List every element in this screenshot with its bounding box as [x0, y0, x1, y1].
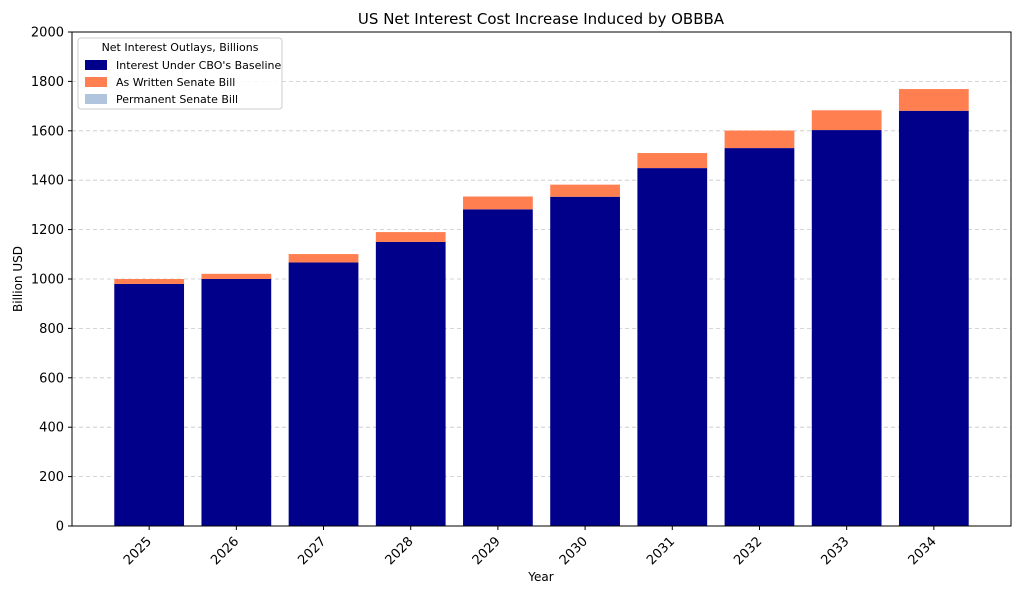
bar-segment	[637, 153, 708, 169]
y-tick-label: 400	[39, 421, 64, 436]
x-tick-label: 2027	[295, 534, 329, 568]
y-tick-label: 1200	[31, 223, 64, 238]
y-axis-title: Billion USD	[11, 246, 25, 312]
bar-segment	[114, 279, 185, 284]
y-tick-label: 0	[56, 520, 64, 535]
y-tick-label: 800	[39, 322, 64, 337]
bar-segment	[463, 209, 533, 526]
bar-segment	[375, 232, 446, 242]
bar-segment	[375, 241, 446, 526]
bar-segment	[898, 89, 969, 111]
legend: Net Interest Outlays, Billions Interest …	[77, 37, 283, 110]
bar-segment	[550, 184, 620, 197]
x-tick-label: 2030	[557, 534, 591, 568]
chart-title: US Net Interest Cost Increase Induced by…	[358, 10, 725, 28]
y-tick-label: 600	[39, 371, 64, 386]
legend-items: Interest Under CBO's Baseline As Written …	[85, 59, 281, 106]
x-tick-label: 2033	[818, 534, 852, 568]
x-tick-label: 2028	[383, 534, 417, 568]
bar-segment	[114, 283, 185, 526]
bar-segment	[724, 130, 795, 149]
bar-segment	[898, 110, 969, 526]
bar-segment	[201, 279, 272, 526]
bar-segment	[288, 254, 359, 263]
x-tick-label: 2032	[731, 534, 765, 568]
x-tick-label: 2029	[470, 534, 504, 568]
bar-segment	[811, 110, 882, 131]
bar-segment	[463, 196, 533, 210]
y-tick-label: 2000	[31, 26, 64, 41]
legend-label: Permanent Senate Bill	[116, 93, 238, 106]
x-tick-label: 2034	[906, 534, 940, 568]
legend-swatch	[85, 77, 107, 87]
y-tick-label: 1000	[31, 273, 64, 288]
bar-segment	[811, 130, 882, 526]
x-tick-label: 2026	[208, 534, 242, 568]
y-tick-label: 1400	[31, 174, 64, 189]
bar-segment	[637, 168, 708, 527]
legend-box	[77, 37, 283, 110]
x-tick-label: 2025	[121, 534, 155, 568]
x-axis-title: Year	[527, 570, 553, 584]
y-tick-label: 1600	[31, 124, 64, 139]
y-tick-label: 1800	[31, 75, 64, 90]
x-tick-label: 2031	[644, 534, 678, 568]
legend-label: As Written Senate Bill	[116, 76, 235, 89]
legend-label: Interest Under CBO's Baseline	[116, 59, 281, 72]
legend-title: Net Interest Outlays, Billions	[102, 41, 259, 54]
legend-swatch	[85, 60, 107, 70]
legend-swatch	[85, 94, 107, 104]
bar-segment	[724, 148, 795, 526]
bar-segment	[550, 196, 620, 526]
y-tick-label: 200	[39, 470, 64, 485]
bars	[114, 89, 969, 527]
bar-segment	[288, 262, 359, 526]
bar-segment	[201, 273, 272, 279]
plot-frame	[71, 31, 1012, 527]
